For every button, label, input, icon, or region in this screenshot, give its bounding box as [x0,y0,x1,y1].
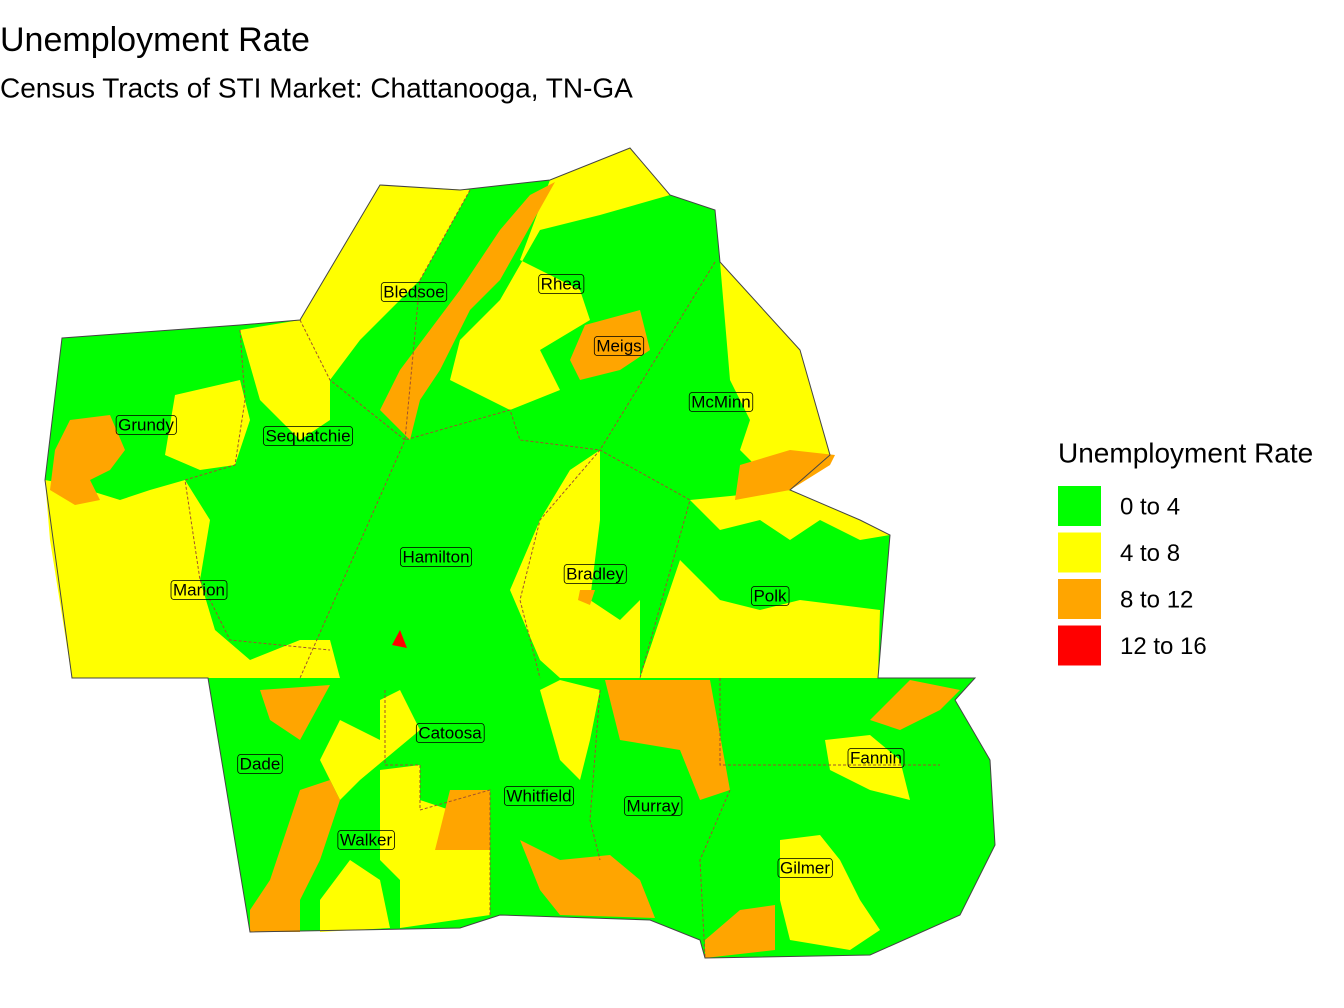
region [578,590,595,605]
county-label: Grundy [118,415,174,434]
county-border [599,261,716,679]
label-box [337,830,395,850]
county-label: Catoosa [418,723,482,742]
title: Unemployment Rate [0,21,310,59]
region [45,148,890,678]
county-border [299,319,406,679]
region [520,840,655,918]
region [780,835,880,950]
county-label: McMinn [691,392,751,411]
legend-swatch [1058,579,1101,619]
county-border [589,689,601,861]
county-border [184,329,331,651]
county-border [384,690,491,915]
region [392,630,407,648]
label-box [380,282,448,302]
legend-label: 0 to 4 [1120,493,1180,520]
label-box [263,426,353,446]
region [435,790,490,850]
region [705,905,775,958]
region [605,680,730,800]
region [165,380,250,470]
label-box [400,547,472,567]
map [44,147,996,959]
region [320,860,390,932]
county-label: Hamilton [402,547,469,566]
legend-label: 12 to 16 [1120,633,1207,660]
region [720,262,830,470]
county-border [404,189,601,679]
region [510,450,640,678]
region [320,690,420,800]
county-label: Whitfield [506,786,571,805]
county-label: Murray [627,796,680,815]
label-box [504,786,574,806]
region [640,560,880,678]
label-box [538,274,585,294]
county-label: Meigs [596,336,641,355]
label-box [688,392,754,412]
map-outline [44,147,996,959]
county-label: Gilmer [780,858,830,877]
county-label: Bradley [566,564,624,583]
legend-label: 4 to 8 [1120,540,1180,567]
region [570,310,650,380]
region [735,450,835,500]
county-labels: Bledsoe Rhea Meigs McMinn Grundy Sequatc… [115,274,905,878]
legend: Unemployment Rate 0 to 4 4 to 8 8 to 12 12 … [1058,437,1313,666]
county-label: Walker [340,830,393,849]
legend-title: Unemployment Rate [1058,437,1313,468]
region [45,480,340,678]
label-box [115,415,177,435]
subtitle: Census Tracts of STI Market: Chattanooga… [0,72,633,103]
label-box [237,754,283,774]
county-border [699,789,731,959]
county-label: Rhea [541,274,582,293]
county-label: Marion [173,580,225,599]
county-label: Bledsoe [383,282,444,301]
region [50,415,125,505]
region [260,685,330,740]
legend-swatch [1058,625,1101,666]
county-label: Polk [753,586,787,605]
label-box [170,580,228,600]
legend-swatch [1058,532,1101,573]
label-box [777,858,833,878]
legend-label: 8 to 12 [1120,586,1193,613]
county-border [719,678,940,766]
county-label: Sequatchie [265,426,350,445]
legend-swatch [1058,486,1101,526]
county-label: Fannin [850,748,902,767]
label-box [847,748,905,768]
region [450,148,670,410]
region [240,185,470,440]
region [250,780,340,932]
region [870,680,960,730]
region [690,490,890,540]
label-box [593,336,645,356]
label-box [624,796,683,816]
region [540,680,600,780]
label-box [751,586,790,606]
region [380,182,555,440]
label-box [415,723,485,743]
county-label: Dade [240,754,281,773]
label-box [563,564,627,584]
